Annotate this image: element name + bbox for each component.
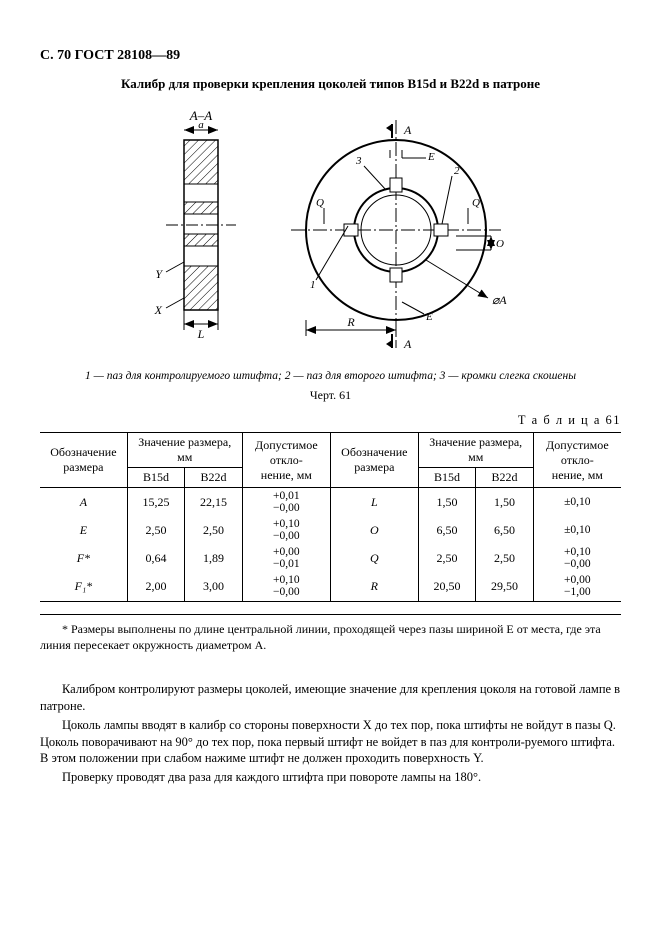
- page-header: С. 70 ГОСТ 28108—89: [40, 48, 621, 64]
- table-cell: 1,50: [418, 488, 476, 517]
- table-cell: F*: [40, 544, 127, 572]
- dim-L: L: [196, 327, 204, 341]
- table-cell: 2,00: [127, 572, 185, 601]
- footnote-separator: [40, 614, 621, 615]
- face-view: A A E E Q Q O: [291, 120, 507, 351]
- figure-label: Черт. 61: [40, 388, 621, 403]
- dim-Q-left: Q: [316, 197, 324, 209]
- diagram-svg: A–A a Y X L: [126, 102, 536, 362]
- dim-X: X: [153, 303, 162, 317]
- table-cell: +0,10−0,00: [242, 516, 330, 544]
- table-cell: E: [40, 516, 127, 544]
- footnote: * Размеры выполнены по длине центральной…: [40, 621, 621, 653]
- section-view: A–A a Y X L: [153, 108, 235, 341]
- table-cell: 2,50: [418, 544, 476, 572]
- table-caption: Т а б л и ц а 61: [40, 413, 621, 428]
- table-cell: 2,50: [127, 516, 185, 544]
- mark-A-top: A: [403, 123, 412, 137]
- th-b15d-2: B15d: [418, 468, 476, 488]
- table-cell: 1,50: [476, 488, 534, 517]
- dim-R: R: [346, 315, 355, 329]
- table-cell: 29,50: [476, 572, 534, 601]
- leader-2: 2: [454, 165, 460, 177]
- table-cell: F₁*: [40, 572, 127, 601]
- table-cell: Q: [330, 544, 418, 572]
- table-cell: 3,00: [185, 572, 243, 601]
- legend-n3: 3 —: [440, 370, 459, 382]
- table-cell: 6,50: [476, 516, 534, 544]
- th-value-2: Значение размера, мм: [418, 433, 533, 468]
- body-text: Калибром контролируют размеры цоколей, и…: [40, 681, 621, 786]
- para-1: Калибром контролируют размеры цоколей, и…: [40, 681, 621, 715]
- leader-3: 3: [355, 155, 362, 167]
- title: Калибр для проверки крепления цоколей ти…: [40, 76, 621, 92]
- table-cell: 1,89: [185, 544, 243, 572]
- table-cell: ±0,10: [533, 488, 621, 517]
- diagram-legend: 1 — паз для контролируемого штифта; 2 — …: [40, 370, 621, 382]
- legend-t1: паз для контролируемого штифта;: [107, 370, 282, 382]
- table-cell: O: [330, 516, 418, 544]
- table-cell: +0,10−0,00: [533, 544, 621, 572]
- para-3: Проверку проводят два раза для каждого ш…: [40, 769, 621, 786]
- dim-phiA: ⌀A: [492, 293, 507, 307]
- table-cell: 0,64: [127, 544, 185, 572]
- th-tol-2: Допустимое откло- нение, мм: [533, 433, 621, 488]
- dim-Y: Y: [155, 267, 163, 281]
- table-cell: 2,50: [476, 544, 534, 572]
- table-cell: 22,15: [185, 488, 243, 517]
- th-value-1: Значение размера, мм: [127, 433, 242, 468]
- table-cell: 2,50: [185, 516, 243, 544]
- leader-1: 1: [310, 279, 316, 291]
- table-cell: L: [330, 488, 418, 517]
- table-cell: +0,01−0,00: [242, 488, 330, 517]
- table-cell: R: [330, 572, 418, 601]
- th-param-2: Обозначение размера: [330, 433, 418, 488]
- table-row: A15,2522,15+0,01−0,00L1,501,50±0,10: [40, 488, 621, 517]
- legend-n2: 2 —: [285, 370, 304, 382]
- th-b22d-1: B22d: [185, 468, 243, 488]
- table-cell: 6,50: [418, 516, 476, 544]
- para-2: Цоколь лампы вводят в калибр со стороны …: [40, 717, 621, 768]
- legend-t2: паз для второго штифта;: [306, 370, 436, 382]
- table-cell: +0,10−0,00: [242, 572, 330, 601]
- table-cell: ±0,10: [533, 516, 621, 544]
- dim-E-top: E: [427, 151, 435, 163]
- th-param-1: Обозначение размера: [40, 433, 127, 488]
- table-cell: +0,00−1,00: [533, 572, 621, 601]
- table-cell: 15,25: [127, 488, 185, 517]
- legend-t3: кромки слегка скошены: [461, 370, 576, 382]
- technical-diagram: A–A a Y X L: [40, 102, 621, 362]
- table-row: E2,502,50+0,10−0,00O6,506,50±0,10: [40, 516, 621, 544]
- legend-n1: 1 —: [85, 370, 104, 382]
- table-cell: +0,00−0,01: [242, 544, 330, 572]
- table-cell: A: [40, 488, 127, 517]
- dimensions-table: Обозначение размера Значение размера, мм…: [40, 432, 621, 602]
- th-b22d-2: B22d: [476, 468, 534, 488]
- table-row: F₁*2,003,00+0,10−0,00R20,5029,50+0,00−1,…: [40, 572, 621, 601]
- table-row: F*0,641,89+0,00−0,01Q2,502,50+0,10−0,00: [40, 544, 621, 572]
- dim-E-bottom: E: [425, 311, 433, 323]
- dim-Q-right: Q: [472, 197, 480, 209]
- th-b15d-1: B15d: [127, 468, 185, 488]
- mark-A-bottom: A: [403, 337, 412, 351]
- dim-a: a: [198, 119, 204, 131]
- dim-O: O: [496, 238, 504, 250]
- th-tol-1: Допустимое откло- нение, мм: [242, 433, 330, 488]
- table-cell: 20,50: [418, 572, 476, 601]
